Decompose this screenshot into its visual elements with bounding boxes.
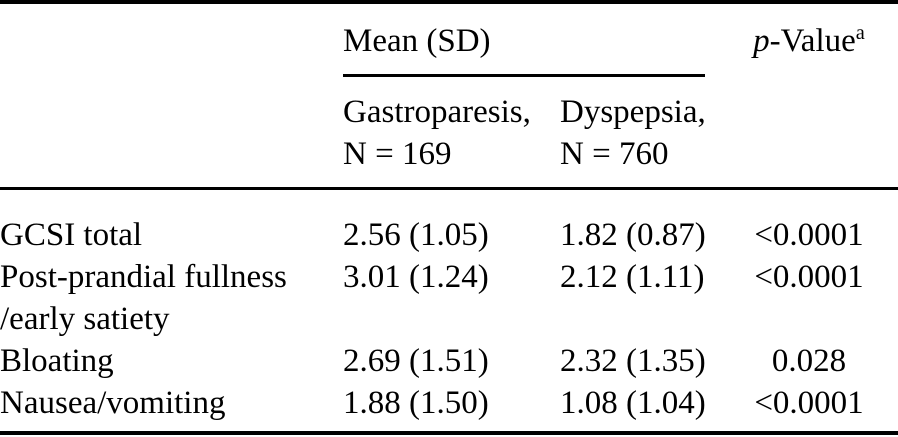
dyspepsia-value-cell: 2.12 (1.11) [560,259,705,295]
subheader-empty-cell [0,77,343,190]
row-label-cell: Bloating [0,340,343,382]
dyspepsia-n-label: N = 760 [560,136,669,172]
row-label: Bloating [0,343,114,379]
gastroparesis-n-label: N = 169 [343,136,452,172]
header-empty-cell [0,2,343,77]
gastroparesis-group-label: Gastroparesis, [343,94,531,130]
gastroparesis-value-cell: 2.69 (1.51) [343,343,489,379]
row-label-cell: Post-prandial fullness /early satiety [0,256,343,340]
row-label: Nausea/vomiting [0,385,226,421]
table-row-postprandial-fullness: Post-prandial fullness /early satiety 3.… [0,256,898,340]
gastroparesis-value-cell: 3.01 (1.24) [343,259,489,295]
gastroparesis-value-cell: 2.56 (1.05) [343,217,489,253]
row-label-line2: /early satiety [0,301,170,337]
header-row-groups: Gastroparesis, N = 169 Dyspepsia, N = 76… [0,77,898,190]
row-label: Post-prandial fullness [0,259,287,295]
dyspepsia-header-cell: Dyspepsia, N = 760 [560,77,745,190]
p-value-cell: <0.0001 [754,217,864,253]
p-value-cell: <0.0001 [754,385,864,421]
dyspepsia-value-cell: 1.08 (1.04) [560,385,706,421]
p-value-label-rest: -Value [769,23,856,59]
mean-sd-label: Mean (SD) [343,23,491,59]
dyspepsia-group-label: Dyspepsia, [560,94,706,130]
p-value-cell: <0.0001 [754,259,864,295]
header-row-top: Mean (SD) p-Valuea [0,2,898,77]
gastroparesis-header-cell: Gastroparesis, N = 169 [343,77,560,190]
p-value-footnote-marker: a [855,22,865,44]
row-label-cell: GCSI total [0,189,343,257]
dyspepsia-value-cell: 2.32 (1.35) [560,343,706,379]
table-row-bloating: Bloating 2.69 (1.51) 2.32 (1.35) 0.028 [0,340,898,382]
mean-sd-underline [343,74,705,77]
subheader-empty-cell-right [745,77,898,190]
p-value-header-cell: p-Valuea [745,2,898,77]
dyspepsia-value-cell: 1.82 (0.87) [560,217,706,253]
gastroparesis-value-cell: 1.88 (1.50) [343,385,489,421]
row-label-cell: Nausea/vomiting [0,382,343,433]
p-value-cell: 0.028 [771,343,847,379]
mean-sd-header-cell: Mean (SD) [343,2,745,77]
table-row-gcsi-total: GCSI total 2.56 (1.05) 1.82 (0.87) <0.00… [0,189,898,257]
p-value-label-italic: p [753,23,770,59]
table-row-nausea-vomiting: Nausea/vomiting 1.88 (1.50) 1.08 (1.04) … [0,382,898,433]
row-label: GCSI total [0,217,143,253]
